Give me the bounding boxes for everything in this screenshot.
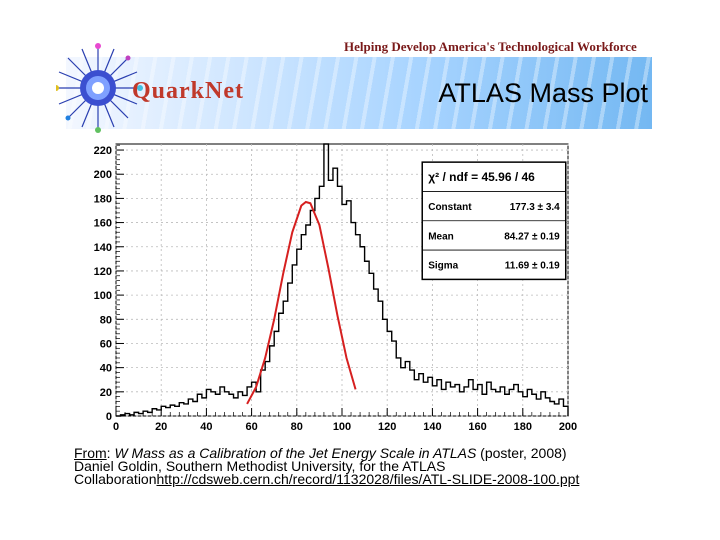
x-tick-label: 100: [333, 421, 351, 433]
from-label: From: [74, 445, 107, 461]
source-link[interactable]: http://cdsweb.cern.ch/record/1132028/fil…: [156, 471, 580, 487]
poster-title: W Mass as a Calibration of the Jet Energ…: [114, 445, 477, 461]
x-tick-label: 160: [468, 421, 486, 433]
stats-value: 84.27 ± 0.19: [504, 231, 560, 242]
x-tick-label: 0: [113, 421, 119, 433]
caption-separator: :: [106, 445, 115, 461]
y-tick-label: 140: [94, 242, 112, 254]
poster-year: (poster, 2008): [476, 445, 567, 461]
histogram-series: [116, 143, 569, 417]
y-tick-label: 60: [100, 338, 112, 350]
y-tick-label: 160: [94, 218, 112, 230]
stats-label: Mean: [428, 231, 454, 242]
slide-header: Helping Develop America's Technological …: [0, 0, 720, 135]
y-tick-label: 180: [94, 193, 112, 205]
caption-line-1: From: W Mass as a Calibration of the Jet…: [74, 445, 664, 461]
y-tick-label: 120: [94, 266, 112, 278]
y-tick-label: 200: [94, 169, 112, 181]
x-tick-label: 180: [514, 421, 532, 433]
stats-value: 11.69 ± 0.19: [505, 261, 560, 272]
banner-decoration: [66, 57, 652, 129]
x-tick-label: 200: [559, 421, 577, 433]
x-tick-label: 80: [291, 421, 303, 433]
mass-histogram-chart: 0 20 40 60 80 100 120 140 160 180 200 220 0 20 40 60 80 1…: [94, 143, 577, 433]
caption-line-2: Daniel Goldin, Southern Methodist Univer…: [74, 458, 446, 474]
slide-title: ATLAS Mass Plot: [438, 78, 648, 108]
y-tick-label: 40: [100, 363, 112, 375]
quarknet-star-logo-icon: [56, 43, 143, 133]
y-tick-label: 80: [100, 314, 112, 326]
y-tick-label: 0: [106, 411, 112, 423]
y-tick-label: 100: [94, 290, 112, 302]
stats-value: 177.3 ± 3.4: [510, 202, 560, 213]
source-caption: From: W Mass as a Calibration of the Jet…: [74, 445, 664, 487]
stats-label: Constant: [428, 202, 472, 213]
quarknet-logo-text: QuarkNet: [132, 78, 244, 104]
tagline: Helping Develop America's Technological …: [344, 39, 637, 54]
header-banner: [66, 57, 652, 129]
caption-line-3: Collaborationhttp://cdsweb.cern.ch/recor…: [74, 471, 664, 487]
x-tick-label: 120: [378, 421, 396, 433]
y-tick-label: 20: [100, 387, 112, 399]
y-tick-label: 220: [94, 145, 112, 157]
x-tick-label: 40: [200, 421, 212, 433]
x-tick-label: 60: [245, 421, 257, 433]
stats-label: χ² / ndf = 45.96 / 46: [428, 170, 535, 184]
x-tick-label: 140: [423, 421, 441, 433]
stats-label: Sigma: [428, 261, 458, 272]
collaboration-text: Collaboration: [74, 471, 157, 487]
x-tick-label: 20: [155, 421, 167, 433]
gaussian-fit-series: [246, 200, 357, 405]
